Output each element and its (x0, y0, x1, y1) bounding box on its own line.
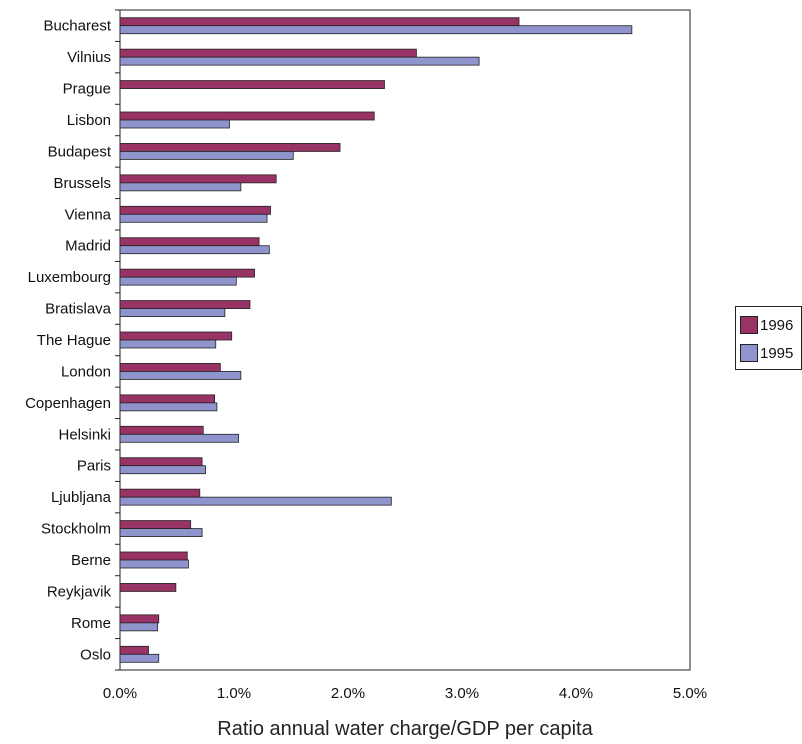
bar-1995-madrid (119, 245, 270, 255)
bar-1995-budapest (119, 151, 294, 160)
y-label-copenhagen: Copenhagen (25, 395, 111, 412)
bar-1996-budapest (119, 143, 341, 152)
bar-1996-london (119, 363, 221, 372)
y-label-the-hague: The Hague (37, 332, 111, 349)
legend-label-1995: 1995 (760, 344, 794, 362)
y-label-paris: Paris (77, 458, 111, 475)
bar-1995-london (119, 371, 242, 380)
bar-1995-ljubljana (119, 496, 392, 506)
bar-1996-luxembourg (119, 268, 255, 278)
bar-1996-lisbon (119, 111, 375, 121)
legend-item-1995: 1995 (740, 342, 793, 364)
y-label-berne: Berne (71, 552, 111, 569)
bar-1995-stockholm (119, 528, 203, 537)
bar-1995-paris (119, 465, 206, 475)
bar-1996-copenhagen (119, 394, 216, 404)
y-label-vilnius: Vilnius (67, 49, 111, 66)
bar-1996-stockholm (119, 520, 192, 529)
x-tick-label: 5.0% (673, 685, 707, 702)
bar-1995-bucharest (119, 25, 633, 35)
bar-1996-vilnius (119, 48, 417, 58)
bar-1996-reykjavik (119, 583, 177, 592)
x-tick-label: 1.0% (217, 685, 251, 702)
bar-1996-rome (119, 614, 160, 624)
bar-1995-vienna (119, 213, 268, 223)
y-label-brussels: Brussels (53, 175, 111, 192)
bar-1996-madrid (119, 237, 260, 247)
x-tick-label: 0.0% (103, 685, 137, 702)
y-label-reykjavik: Reykjavik (47, 583, 112, 600)
y-label-madrid: Madrid (65, 238, 111, 255)
y-label-oslo: Oslo (80, 646, 111, 663)
bar-1996-bratislava (119, 300, 251, 309)
bar-1996-prague (119, 80, 385, 89)
y-label-bucharest: Bucharest (43, 18, 111, 35)
y-label-rome: Rome (71, 615, 111, 632)
y-label-ljubljana: Ljubljana (51, 489, 112, 506)
y-label-luxembourg: Luxembourg (28, 269, 111, 286)
bar-1996-paris (119, 457, 203, 467)
x-axis-title: Ratio annual water charge/GDP per capita (217, 718, 593, 740)
bar-1995-berne (119, 559, 189, 569)
bar-1996-vienna (119, 205, 271, 215)
bar-1995-lisbon (119, 119, 230, 129)
bar-1995-copenhagen (119, 402, 218, 412)
bar-1995-helsinki (119, 433, 239, 443)
bar-1995-the-hague (119, 339, 217, 349)
bar-1996-helsinki (119, 425, 204, 435)
y-label-bratislava: Bratislava (45, 301, 112, 318)
bar-1995-brussels (119, 182, 242, 192)
y-label-prague: Prague (63, 81, 111, 98)
legend-item-1996: 1996 (740, 314, 793, 336)
x-tick-label: 2.0% (331, 685, 365, 702)
bar-1995-bratislava (119, 308, 226, 317)
bar-1996-oslo (119, 645, 149, 655)
bar-1996-brussels (119, 174, 277, 184)
bar-1996-bucharest (119, 17, 520, 27)
legend-swatch-1996 (740, 316, 758, 334)
bar-1995-vilnius (119, 56, 480, 66)
bar-1995-luxembourg (119, 276, 237, 286)
y-label-london: London (61, 363, 111, 380)
bar-1995-oslo (119, 653, 160, 663)
y-label-vienna: Vienna (65, 206, 112, 223)
bar-1996-ljubljana (119, 488, 201, 498)
bar-1996-the-hague (119, 331, 233, 341)
legend: 1996 1995 (735, 306, 802, 370)
y-label-lisbon: Lisbon (67, 112, 111, 129)
y-label-helsinki: Helsinki (58, 426, 111, 443)
legend-label-1996: 1996 (760, 316, 794, 334)
x-tick-label: 3.0% (445, 685, 479, 702)
y-label-budapest: Budapest (48, 143, 112, 160)
bar-1995-rome (119, 622, 159, 632)
y-label-stockholm: Stockholm (41, 521, 111, 538)
bar-1996-berne (119, 551, 188, 561)
legend-swatch-1995 (740, 344, 758, 362)
x-tick-label: 4.0% (559, 685, 593, 702)
